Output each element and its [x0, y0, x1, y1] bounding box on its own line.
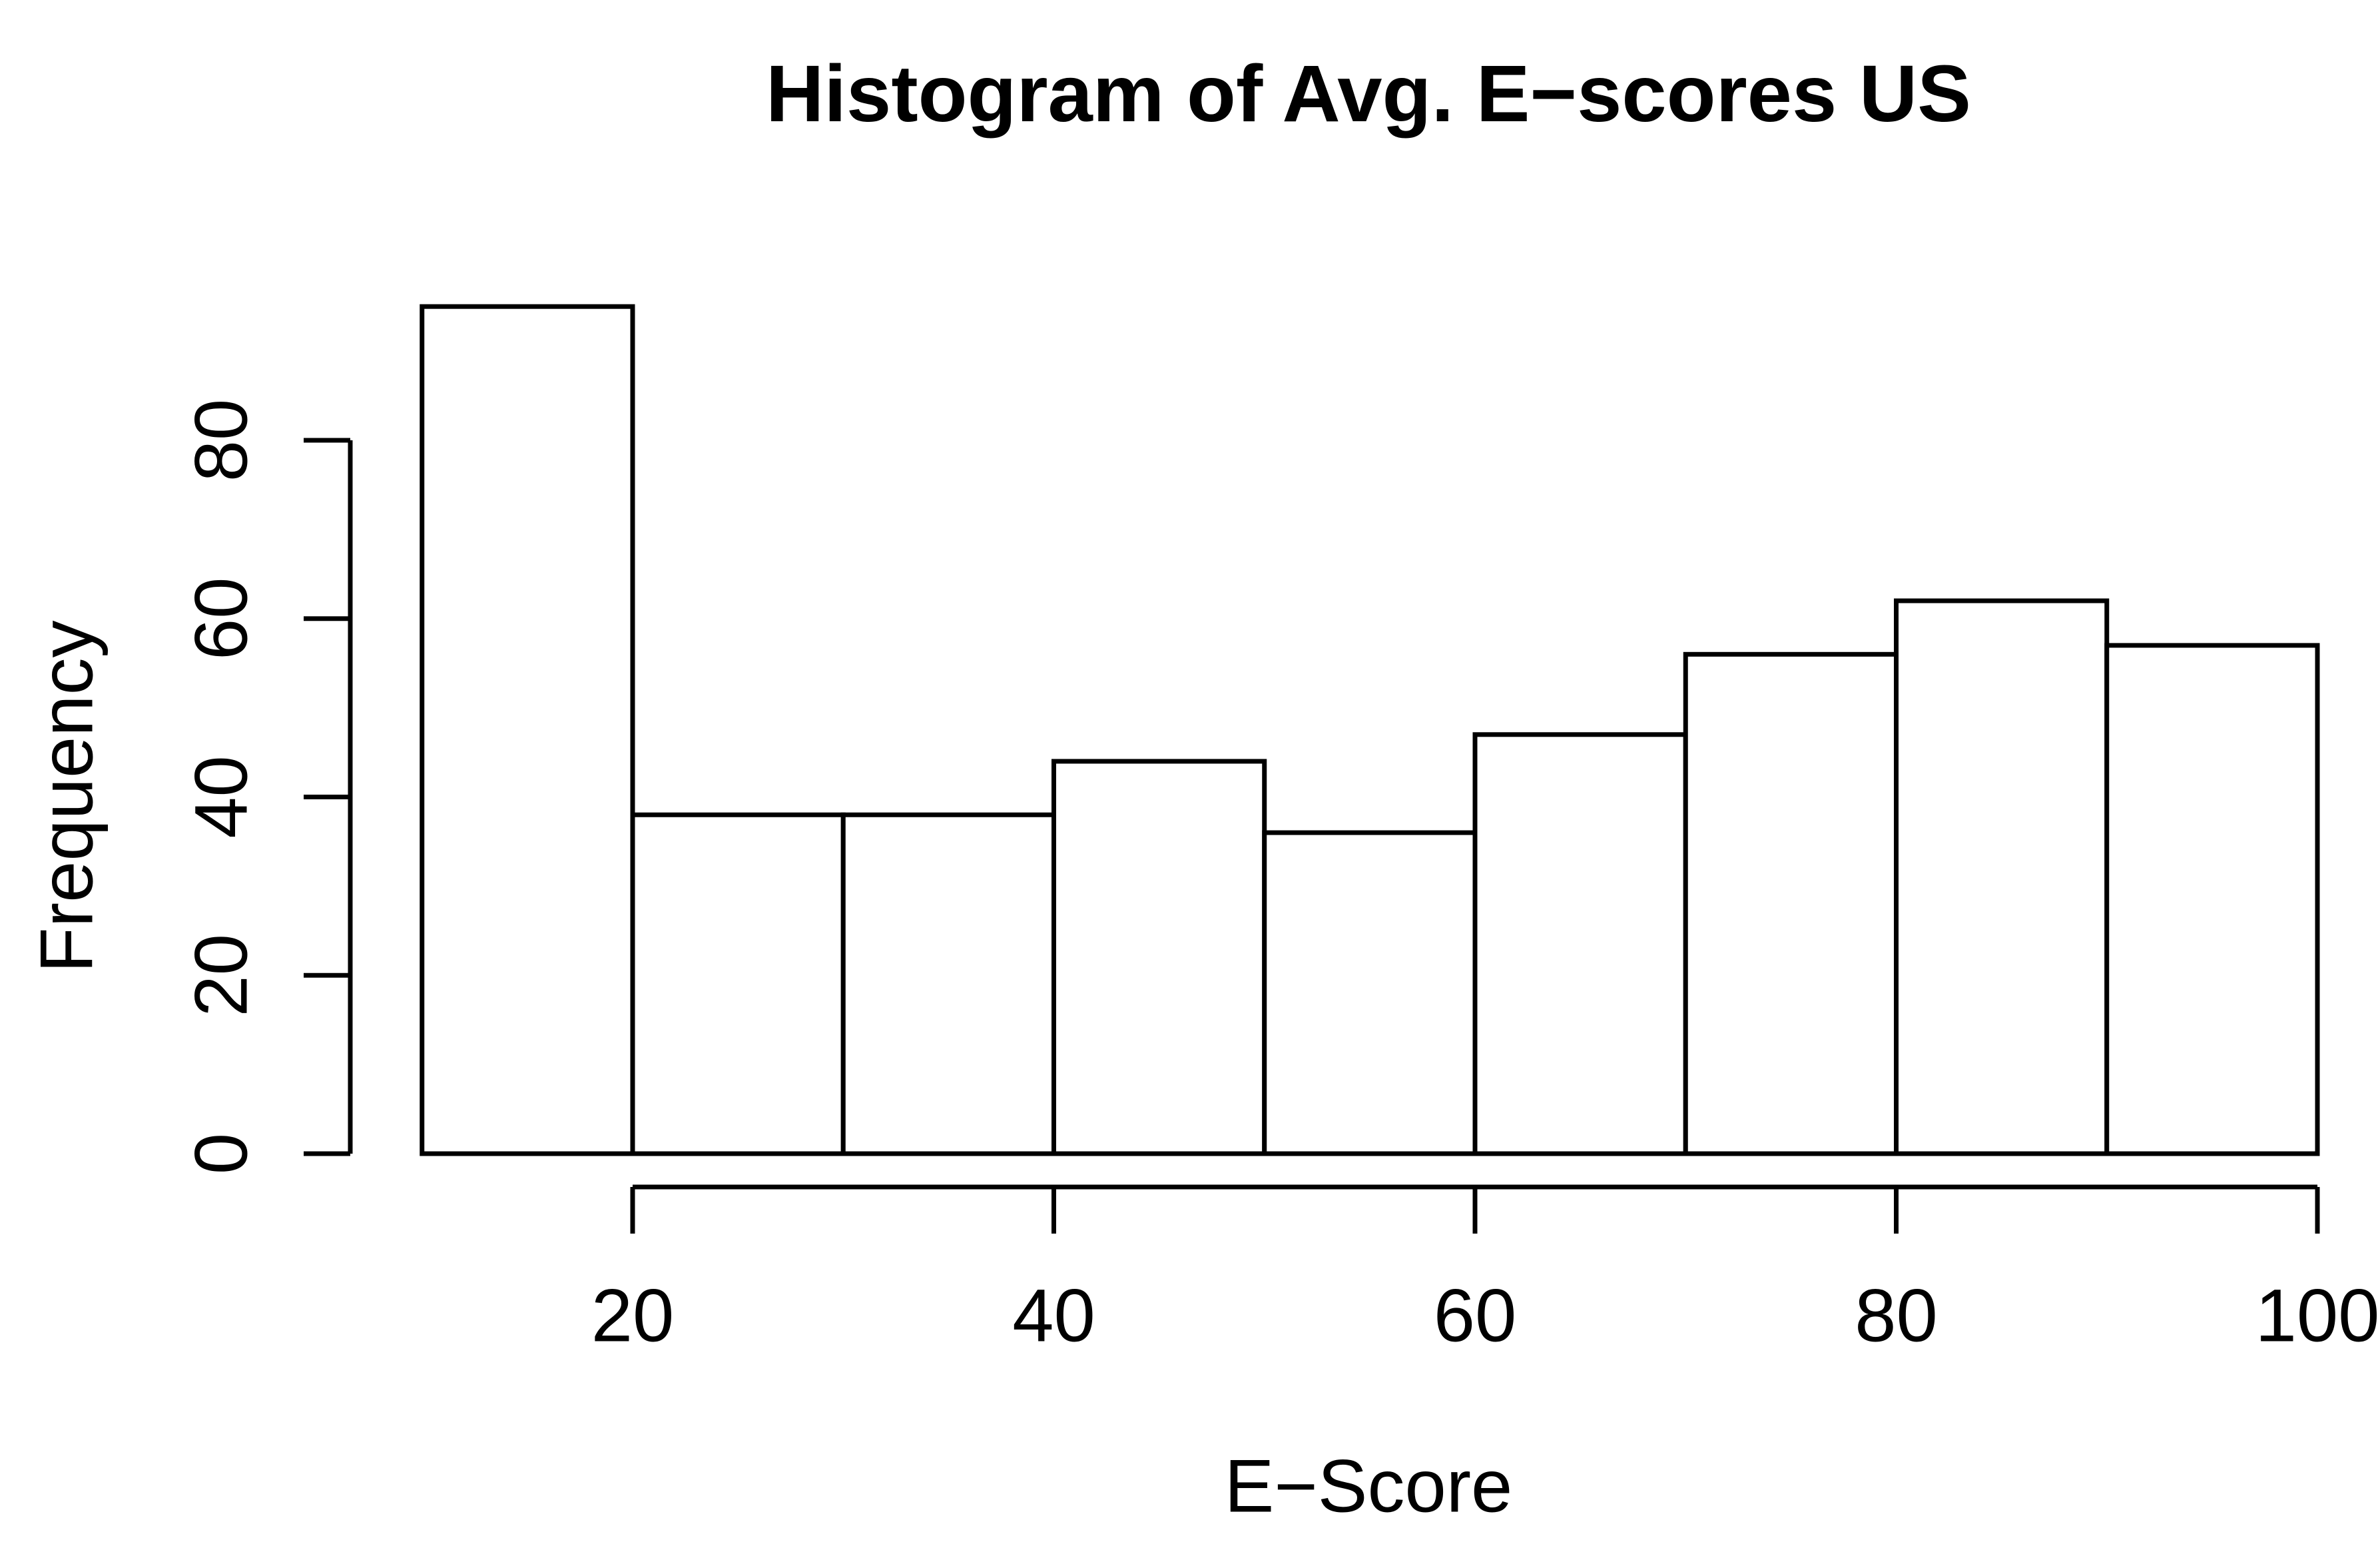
histogram-bar	[1472, 732, 1688, 1156]
y-axis: 0 20 40 60 80	[180, 399, 353, 1174]
histogram-bar	[1262, 830, 1478, 1156]
y-tick-label: 20	[180, 934, 263, 1017]
x-tick-label: 40	[1012, 1274, 1095, 1357]
x-axis: 20 40 60 80 100	[591, 1184, 2380, 1357]
y-tick-label: 60	[180, 577, 263, 660]
x-axis-label: E−Score	[1225, 1445, 1513, 1528]
y-axis-label: Frequency	[25, 620, 109, 972]
x-tick-label: 60	[1434, 1274, 1517, 1357]
chart-title: Histogram of Avg. E−scores US	[766, 48, 1971, 139]
histogram-bar	[1051, 759, 1267, 1156]
histogram-bar	[630, 812, 846, 1156]
y-tick-label: 40	[180, 755, 263, 839]
y-tick-label: 0	[180, 1133, 263, 1174]
histogram-bar	[1683, 651, 1899, 1156]
x-tick-label: 80	[1855, 1274, 1938, 1357]
histogram-bar	[840, 812, 1056, 1156]
x-tick-label: 20	[591, 1274, 675, 1357]
y-tick-label: 80	[180, 399, 263, 482]
histogram-bar	[1894, 598, 2110, 1156]
histogram-bar	[2104, 643, 2320, 1156]
x-tick-label: 100	[2255, 1274, 2380, 1357]
histogram-bar	[420, 304, 635, 1156]
histogram-bars	[420, 304, 2320, 1156]
